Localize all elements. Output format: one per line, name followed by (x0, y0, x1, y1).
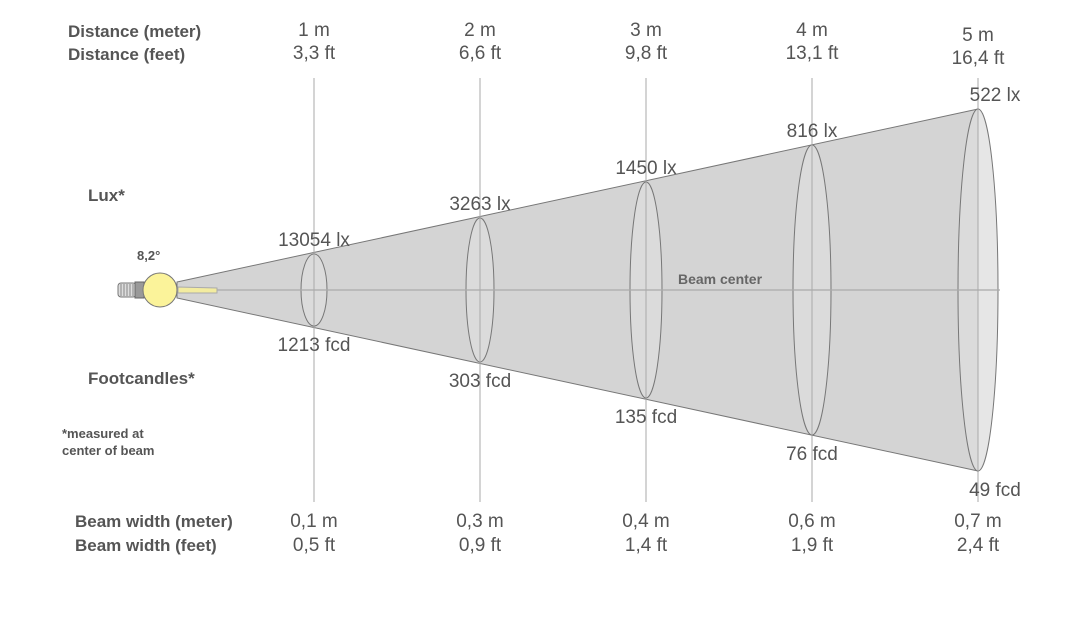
distance-meter-value: 3 m (630, 20, 662, 41)
note-line-1: *measured at (62, 426, 144, 441)
beam-width-meter-value: 0,6 m (788, 511, 836, 532)
lux-value: 13054 lx (278, 230, 350, 251)
beam-angle-label: 8,2° (137, 248, 160, 263)
distance-feet-value: 3,3 ft (293, 43, 336, 64)
lux-value: 1450 lx (615, 158, 677, 179)
beam-width-meter-value: 0,4 m (622, 511, 670, 532)
fcd-value: 49 fcd (969, 480, 1021, 501)
light-ray (177, 286, 218, 294)
point-labels: 1 m3,3 ft 13054 lx 1213 fcd 0,1 m 0,5 ft 2 m6… (278, 20, 1021, 556)
distance-meter-value: 1 m (298, 20, 330, 41)
beam-width-feet-value: 1,4 ft (625, 535, 668, 556)
beam-width-meter-value: 0,7 m (954, 511, 1002, 532)
lux-value: 3263 lx (449, 194, 511, 215)
distance-feet-value: 16,4 ft (952, 48, 1006, 69)
beam-width-feet-value: 1,9 ft (791, 535, 834, 556)
bulb-glass (142, 272, 178, 308)
beam-width-feet-value: 0,9 ft (459, 535, 502, 556)
beam-cone-layer (117, 78, 1000, 502)
distance-meter-value: 2 m (464, 20, 496, 41)
fcd-value: 76 fcd (786, 444, 838, 465)
lux-value: 816 lx (787, 121, 838, 142)
distance-feet-label: Distance (feet) (68, 45, 185, 64)
distance-meter-label: Distance (meter) (68, 22, 201, 41)
lux-value: 522 lx (970, 85, 1021, 106)
lux-label: Lux* (88, 186, 125, 205)
fcd-value: 135 fcd (615, 407, 677, 428)
footcandles-label: Footcandles* (88, 369, 195, 388)
distance-meter-value: 4 m (796, 20, 828, 41)
beam-width-meter-value: 0,3 m (456, 511, 504, 532)
distance-feet-value: 6,6 ft (459, 43, 502, 64)
beam-width-feet-value: 0,5 ft (293, 535, 336, 556)
beam-width-feet-label: Beam width (feet) (75, 536, 217, 555)
beam-width-feet-value: 2,4 ft (957, 535, 1000, 556)
beam-width-meter-value: 0,1 m (290, 511, 338, 532)
distance-feet-value: 13,1 ft (786, 43, 840, 64)
fcd-value: 1213 fcd (278, 335, 351, 356)
note-line-2: center of beam (62, 443, 154, 458)
beam-width-meter-label: Beam width (meter) (75, 512, 233, 531)
beam-center-label: Beam center (678, 271, 763, 287)
distance-feet-value: 9,8 ft (625, 43, 668, 64)
fcd-value: 303 fcd (449, 371, 511, 392)
bulb-icon (117, 272, 218, 308)
distance-meter-value: 5 m (962, 25, 994, 46)
